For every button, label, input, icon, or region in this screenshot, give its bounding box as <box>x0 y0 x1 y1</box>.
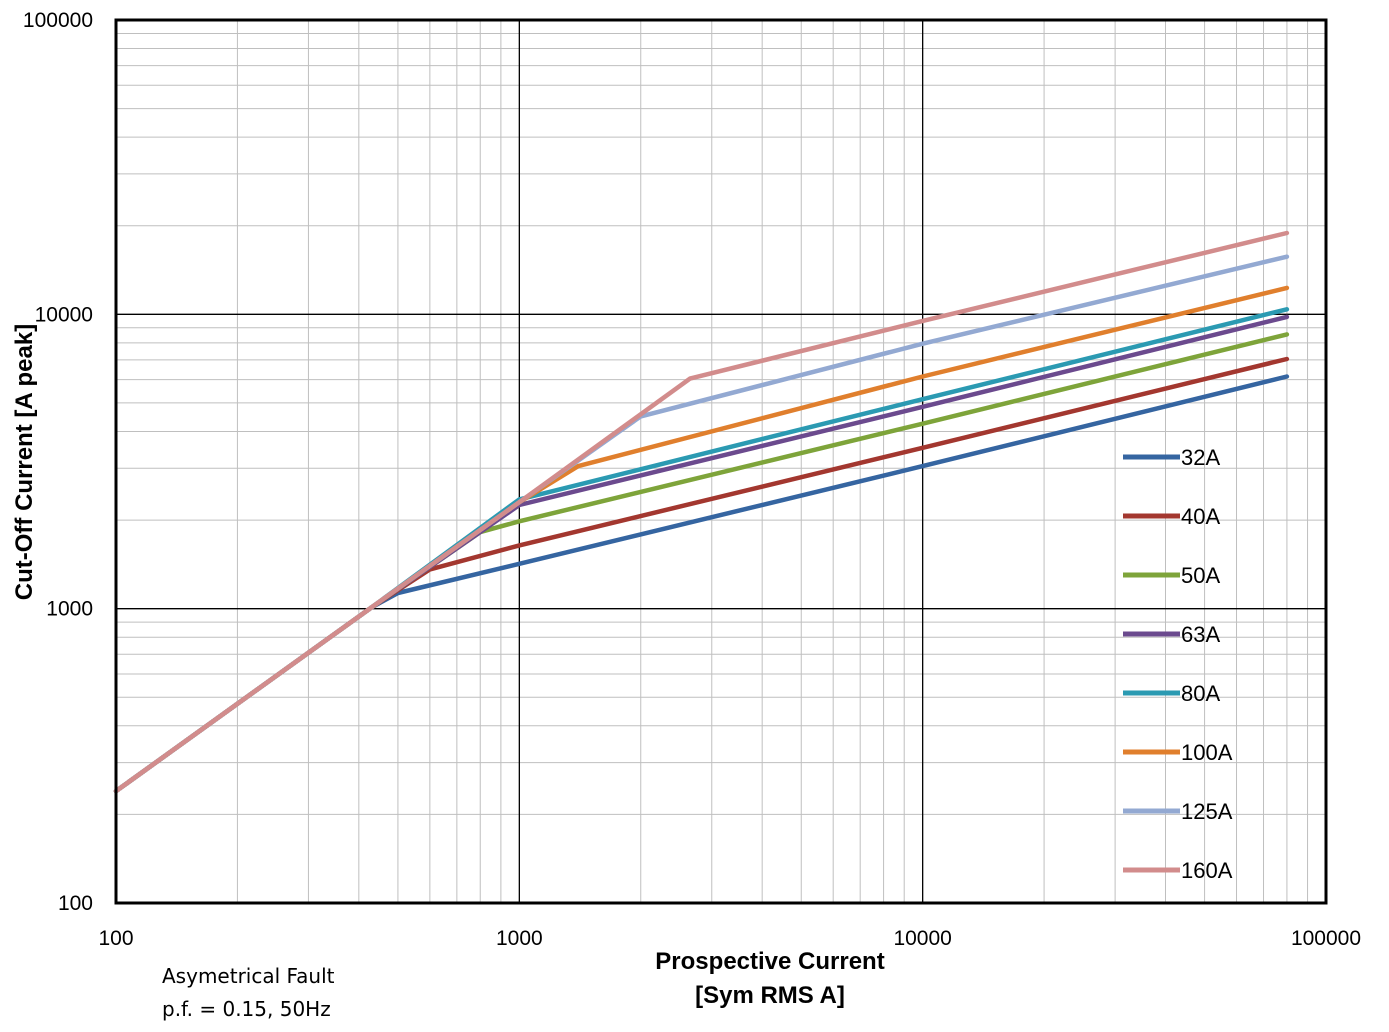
x-axis-title-line2: [Sym RMS A] <box>695 982 845 1009</box>
grid <box>116 20 1326 903</box>
x-axis-title-line1: Prospective Current <box>655 948 884 975</box>
y-tick-label: 1000 <box>46 598 93 621</box>
x-tick-label: 100 <box>98 927 133 950</box>
legend: 32A 40A 50A 63A 80A 100A 125A 160A <box>1123 445 1233 883</box>
legend-label-63a: 63A <box>1181 622 1220 647</box>
annotation-power-factor: p.f. = 0.15, 50Hz <box>162 997 331 1021</box>
annotation-fault-type: Asymetrical Fault <box>162 964 335 988</box>
x-tick-label: 1000 <box>496 927 543 950</box>
x-tick-label: 100000 <box>1291 927 1361 950</box>
legend-label-40a: 40A <box>1181 504 1220 529</box>
legend-label-50a: 50A <box>1181 563 1220 588</box>
legend-label-80a: 80A <box>1181 681 1220 706</box>
y-axis-title: Cut-Off Current [A peak] <box>11 324 38 600</box>
legend-label-160a: 160A <box>1181 858 1233 883</box>
series-line-160a <box>113 230 1290 794</box>
y-tick-label: 100 <box>58 892 93 915</box>
legend-label-32a: 32A <box>1181 445 1220 470</box>
legend-label-100a: 100A <box>1181 740 1233 765</box>
plot-frame <box>114 18 1328 905</box>
x-tick-label: 10000 <box>893 927 951 950</box>
y-tick-labels: 100 1000 10000 100000 <box>23 9 93 915</box>
y-tick-label: 100000 <box>23 9 93 32</box>
y-tick-label: 10000 <box>35 303 93 326</box>
legend-label-125a: 125A <box>1181 799 1233 824</box>
x-tick-labels: 100 1000 10000 100000 <box>98 927 1361 950</box>
series-layer <box>113 230 1290 794</box>
